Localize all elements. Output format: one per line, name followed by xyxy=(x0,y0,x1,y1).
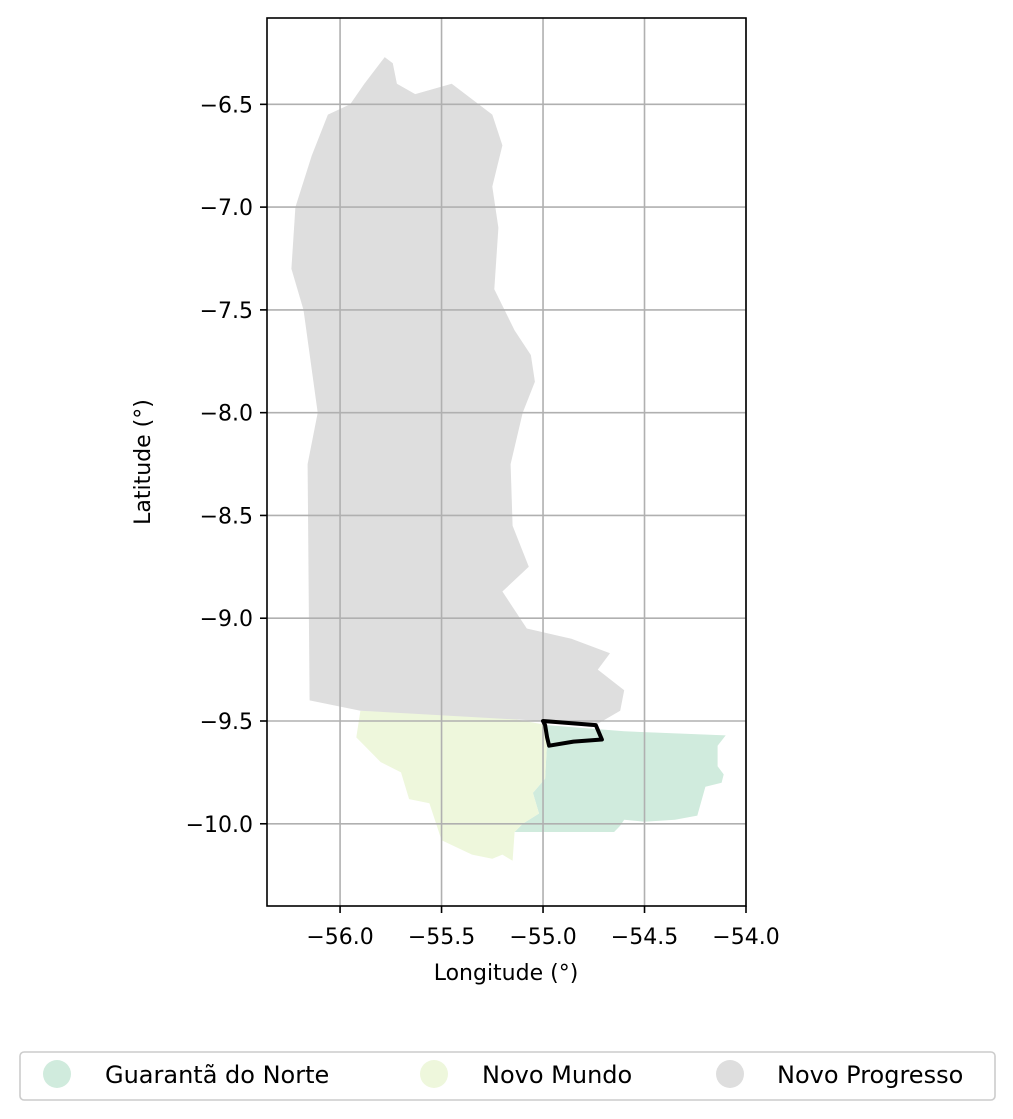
region-novo-progresso xyxy=(291,57,625,728)
legend-marker-novo-progresso xyxy=(716,1060,744,1088)
y-axis-label: Latitude (°) xyxy=(131,399,156,525)
highlight-layer xyxy=(541,719,604,748)
y-tick-label: −9.0 xyxy=(200,607,253,632)
x-tick-label: −54.5 xyxy=(611,925,678,950)
y-tick-label: −8.5 xyxy=(200,504,253,529)
y-tick-label: −6.5 xyxy=(200,93,253,118)
region-novo-mundo xyxy=(356,710,548,861)
legend-label-novo-progresso: Novo Progresso xyxy=(777,1061,963,1089)
legend-frame xyxy=(19,1051,996,1101)
legend-label-guaranta: Guarantã do Norte xyxy=(105,1061,329,1089)
y-tick-label: −10.0 xyxy=(186,813,253,838)
legend-marker-novo-mundo xyxy=(420,1060,448,1088)
x-axis-label: Longitude (°) xyxy=(434,961,579,986)
legend: Guarantã do Norte Novo Mundo Novo Progre… xyxy=(19,1051,996,1101)
y-tick-label: −8.0 xyxy=(200,402,253,427)
highlight-outline xyxy=(541,719,604,748)
x-tick-label: −55.5 xyxy=(408,925,475,950)
grid-layer xyxy=(267,18,747,906)
ticks-layer: −56.0 −55.5 −55.0 −54.5 −54.0 −6.5 −7.0 −7.5 −8.… xyxy=(186,93,780,950)
y-tick-label: −9.5 xyxy=(200,710,253,735)
regions-layer xyxy=(291,57,726,861)
legend-label-novo-mundo: Novo Mundo xyxy=(482,1061,632,1089)
y-tick-label: −7.5 xyxy=(200,299,253,324)
x-tick-label: −54.0 xyxy=(712,925,779,950)
x-tick-label: −55.0 xyxy=(509,925,576,950)
region-guaranta-do-norte xyxy=(514,725,726,832)
y-tick-label: −7.0 xyxy=(200,196,253,221)
axes-frame xyxy=(266,17,747,907)
legend-marker-guaranta xyxy=(43,1060,71,1088)
x-tick-label: −56.0 xyxy=(306,925,373,950)
